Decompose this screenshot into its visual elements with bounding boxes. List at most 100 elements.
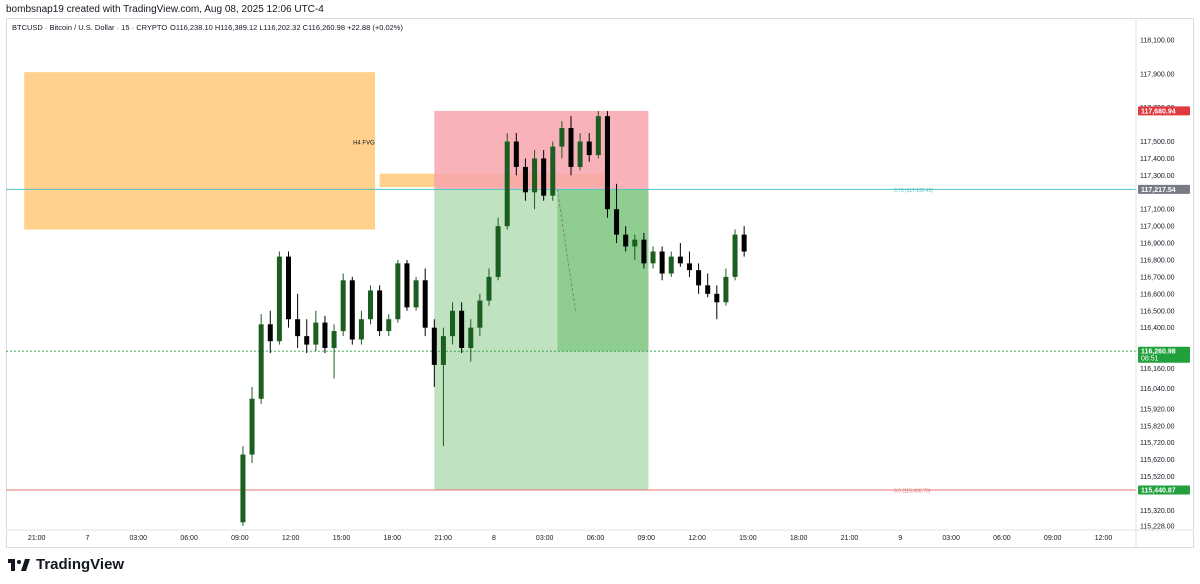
price-tick-label: 115,320.00	[1140, 508, 1175, 515]
price-tick-label: 116,160.00	[1140, 366, 1175, 373]
time-tick-label: 18:00	[790, 535, 808, 542]
price-tag-label: 117,680.94	[1141, 108, 1176, 115]
candle-body	[304, 336, 310, 345]
candle-body	[659, 251, 665, 274]
candle-body	[285, 256, 292, 320]
projection-line	[556, 189, 576, 311]
candle-body	[377, 290, 383, 332]
candle-body	[431, 327, 437, 365]
price-tag	[1138, 485, 1190, 495]
price-tick-label: 115,620.00	[1140, 457, 1175, 464]
price-tag-label: 117,217.54	[1141, 187, 1176, 194]
chart-frame	[6, 18, 1194, 548]
candle-body	[623, 234, 629, 247]
time-tick-label: 03:00	[130, 535, 148, 542]
price-axis: 118,100.00117,900.00117,700.00117,500.00…	[1135, 18, 1190, 548]
time-tick-label: 03:00	[942, 535, 960, 542]
fvg-zone-1	[24, 72, 376, 230]
time-tick-label: 09:00	[1044, 535, 1062, 542]
price-tick-label: 115,228.00	[1140, 524, 1175, 531]
time-tick-label: 18:00	[384, 535, 402, 542]
time-tick-label: 12:00	[282, 535, 300, 542]
candle-body	[495, 226, 501, 277]
candle-body	[568, 127, 574, 167]
time-tick-label: 09:00	[638, 535, 656, 542]
candle-body	[240, 454, 246, 523]
candle-body	[604, 116, 610, 210]
time-axis: 21:00 7 03:00 06:00 09:00 12:00 15:00 18:00 21:0…	[6, 529, 1194, 542]
candle-body	[258, 324, 264, 399]
candle-body	[295, 319, 301, 337]
tradingview-logo-icon	[8, 558, 30, 571]
tradingview-logo[interactable]: TradingView	[8, 556, 124, 573]
candle-body	[541, 158, 547, 196]
time-tick-label: 09:00	[231, 535, 249, 542]
price-tick-label: 117,000.00	[1140, 224, 1175, 231]
candle-body	[513, 141, 519, 167]
candle-body	[595, 116, 601, 156]
candle-body	[641, 239, 647, 264]
time-tick-label: 21:00	[841, 535, 859, 542]
time-tick-label: 06:00	[180, 535, 198, 542]
time-tick-label: 15:00	[333, 535, 351, 542]
candle-body	[249, 398, 255, 455]
price-tag-label: 115,440.87	[1141, 487, 1176, 494]
price-tick-label: 116,800.00	[1140, 257, 1175, 264]
time-tick-label: 03:00	[536, 535, 554, 542]
chart-attribution: bombsnap19 created with TradingView.com,…	[6, 4, 324, 15]
candle-body	[322, 322, 328, 348]
candle-body	[440, 336, 446, 365]
price-tick-label: 117,900.00	[1140, 71, 1175, 78]
candle-body	[368, 290, 374, 320]
candle-body	[677, 256, 683, 264]
candle-body	[450, 310, 456, 337]
candle-body	[586, 141, 592, 156]
candle-body	[632, 239, 638, 247]
fvg-zone-label: H4 FVG	[353, 141, 375, 147]
candle-body	[340, 280, 346, 332]
time-tick-label: 7	[86, 535, 90, 542]
legend-symbol: BTCUSD · Bitcoin / U.S. Dollar · 15 · CR…	[12, 23, 167, 32]
price-tick-label: 116,600.00	[1140, 291, 1175, 298]
price-tag	[1138, 184, 1190, 194]
candle-body	[267, 324, 273, 342]
candle-body	[686, 263, 692, 271]
price-tick-label: 117,400.00	[1140, 156, 1175, 163]
brand-name: TradingView	[36, 556, 125, 573]
candle-body	[395, 263, 401, 320]
candle-body	[696, 270, 702, 286]
price-tick-label: 116,040.00	[1140, 386, 1175, 393]
candle-body	[486, 276, 492, 301]
candle-body	[532, 158, 538, 193]
candle-body	[577, 141, 583, 167]
candle-body	[313, 322, 319, 345]
candle-body	[550, 146, 556, 196]
price-tag-label: 116,260.98	[1141, 349, 1176, 356]
candles-layer	[240, 111, 747, 526]
time-tick-label: 06:00	[993, 535, 1011, 542]
candle-body	[614, 209, 620, 235]
price-tick-label: 116,500.00	[1140, 308, 1175, 315]
zones-layer: H4 FVG	[24, 72, 649, 490]
candlestick-chart[interactable]: H4 FVG 0.75 (117,192.45) 0.5 (115,436.70)…	[6, 18, 1194, 548]
time-tick-label: 06:00	[587, 535, 605, 542]
price-tick-label: 116,900.00	[1140, 241, 1175, 248]
candle-body	[732, 234, 738, 277]
price-tick-label: 117,300.00	[1140, 173, 1175, 180]
candle-body	[650, 251, 656, 264]
candle-body	[349, 280, 355, 340]
candle-body	[668, 256, 674, 274]
time-tick-label: 21:00	[28, 535, 46, 542]
price-tag	[1138, 346, 1190, 363]
fib-label-2: 0.5 (115,436.70)	[894, 488, 931, 494]
price-tick-label: 115,820.00	[1140, 423, 1175, 430]
price-tick-label: 117,500.00	[1140, 139, 1175, 146]
filled-profit-zone	[557, 189, 649, 352]
candle-body	[741, 234, 747, 252]
time-tick-label: 8	[492, 535, 496, 542]
price-tag	[1138, 106, 1190, 116]
candle-body	[413, 280, 419, 308]
time-tick-label: 12:00	[1095, 535, 1113, 542]
candle-body	[522, 166, 528, 193]
candle-body	[276, 256, 282, 342]
